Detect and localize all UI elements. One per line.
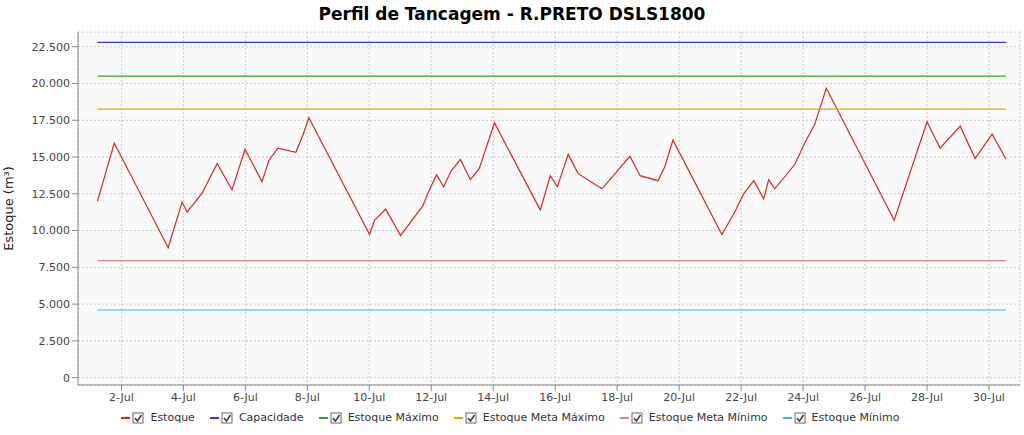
html-text:Perfil de Tancagem - R.PRETO D: Perfil de Tancagem - R.PRETO DSLS1800: [318, 4, 706, 24]
svg-text:26-Jul: 26-Jul: [849, 391, 881, 404]
svg-text:20-Jul: 20-Jul: [663, 391, 695, 404]
svg-text:20.000: 20.000: [32, 77, 71, 90]
svg-text:2.500: 2.500: [39, 335, 71, 348]
html-text:Estoque Mínimo: Estoque Mínimo: [811, 411, 900, 424]
html-text:Estoque Meta Máximo: Estoque Meta Máximo: [482, 411, 605, 424]
svg-text:0: 0: [63, 372, 70, 385]
svg-text:7.500: 7.500: [39, 261, 71, 274]
svg-text:14-Jul: 14-Jul: [477, 391, 509, 404]
svg-text:28-Jul: 28-Jul: [911, 391, 943, 404]
svg-text:12-Jul: 12-Jul: [415, 391, 447, 404]
svg-text:5.000: 5.000: [39, 298, 71, 311]
svg-text:17.500: 17.500: [32, 114, 71, 127]
svg-text:6-Jul: 6-Jul: [233, 391, 258, 404]
svg-text:10.000: 10.000: [32, 224, 71, 237]
svg-text:22.500: 22.500: [32, 41, 71, 54]
svg-text:2-Jul: 2-Jul: [109, 391, 134, 404]
svg-text:16-Jul: 16-Jul: [539, 391, 571, 404]
svg-text:8-Jul: 8-Jul: [295, 391, 320, 404]
html-text:Capacidade: Capacidade: [238, 411, 304, 424]
svg-text:Estoque (m³): Estoque (m³): [8, 166, 16, 251]
svg-text:15.000: 15.000: [32, 151, 71, 164]
svg-text:4-Jul: 4-Jul: [171, 391, 196, 404]
svg-text:18-Jul: 18-Jul: [601, 391, 633, 404]
svg-text:22-Jul: 22-Jul: [725, 391, 757, 404]
svg-text:30-Jul: 30-Jul: [973, 391, 1005, 404]
html-text:Estoque: Estoque: [150, 411, 195, 424]
html-text:Estoque Meta Mínimo: Estoque Meta Mínimo: [648, 411, 768, 424]
svg-text:24-Jul: 24-Jul: [787, 391, 819, 404]
svg-text:12.500: 12.500: [32, 188, 71, 201]
svg-text:10-Jul: 10-Jul: [353, 391, 385, 404]
html-text:Estoque Máximo: Estoque Máximo: [347, 411, 439, 424]
